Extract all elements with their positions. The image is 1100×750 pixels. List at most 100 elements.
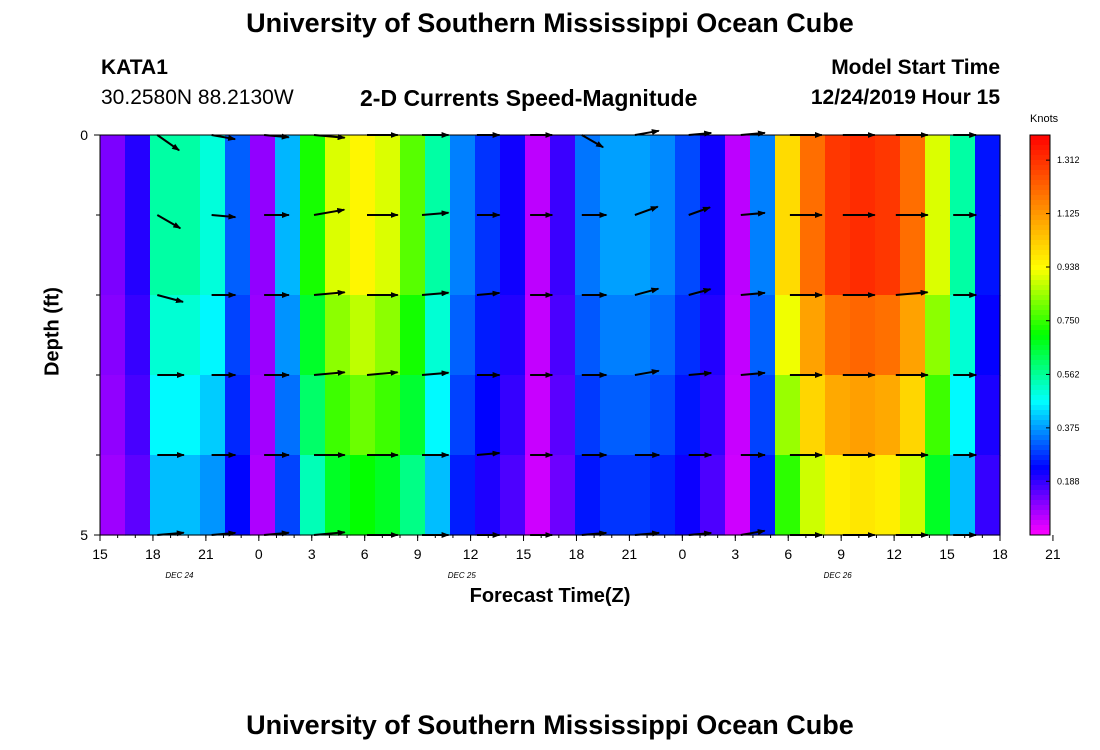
x-tick-label: 6	[361, 546, 369, 562]
heatmap-cell	[550, 215, 576, 296]
heatmap-cell	[850, 135, 876, 216]
colorbar-swatch	[1030, 495, 1050, 501]
heatmap-cell	[100, 295, 126, 376]
heatmap-cell	[150, 375, 176, 456]
heatmap-cell	[125, 295, 151, 376]
colorbar-swatch	[1030, 245, 1050, 251]
heatmap-cell	[525, 215, 551, 296]
heatmap-cell	[775, 375, 801, 456]
colorbar-swatch	[1030, 350, 1050, 356]
colorbar-swatch	[1030, 425, 1050, 431]
heatmap-cell	[375, 215, 401, 296]
heatmap-cell	[600, 215, 626, 296]
heatmap-cell	[500, 215, 526, 296]
heatmap-cell	[975, 295, 1001, 376]
current-vector-arrow	[634, 287, 660, 296]
heatmap-cell	[725, 135, 751, 216]
colorbar-swatch	[1030, 485, 1050, 491]
x-axis-title: Forecast Time(Z)	[469, 585, 631, 607]
heatmap-cell	[150, 135, 176, 216]
heatmap-cell	[900, 375, 926, 456]
heatmap-cell	[475, 295, 501, 376]
heatmap-cell	[425, 295, 451, 376]
heatmap-cell	[825, 135, 851, 216]
colorbar-swatch	[1030, 510, 1050, 516]
colorbar-swatch	[1030, 155, 1050, 161]
colorbar-tick-label: 0.562	[1057, 369, 1080, 379]
heatmap-cell	[200, 375, 226, 456]
current-vector-arrow	[740, 529, 766, 536]
heatmap-cell	[600, 135, 626, 216]
colorbar-swatch	[1030, 450, 1050, 456]
colorbar-swatch	[1030, 170, 1050, 176]
heatmap-cell	[675, 455, 701, 536]
colorbar-swatch	[1030, 290, 1050, 296]
colorbar-swatch	[1030, 465, 1050, 471]
heatmap-cell	[675, 375, 701, 456]
heatmap-cell	[175, 375, 201, 456]
current-vector-arrow	[421, 210, 450, 217]
heatmap-cell	[775, 295, 801, 376]
heatmap-cell	[675, 215, 701, 296]
colorbar-swatch	[1030, 325, 1050, 331]
current-vector-arrow	[581, 134, 604, 149]
colorbar-swatch	[1030, 400, 1050, 406]
colorbar-swatch	[1030, 440, 1050, 446]
heatmap-cell	[225, 215, 251, 296]
heatmap-cell	[700, 375, 726, 456]
colorbar-swatch	[1030, 270, 1050, 276]
heatmap-cell	[275, 375, 301, 456]
heatmap-cell	[450, 135, 476, 216]
heatmap-cell	[600, 455, 626, 536]
heatmap-cell	[800, 455, 826, 536]
colorbar-swatch	[1030, 500, 1050, 506]
heatmap-cell	[200, 295, 226, 376]
heatmap-cell	[900, 135, 926, 216]
heatmap-cell	[775, 135, 801, 216]
heatmap-cell	[625, 375, 651, 456]
heatmap-cell	[350, 455, 376, 536]
heatmap-cell	[550, 295, 576, 376]
heatmap-cell	[550, 375, 576, 456]
x-tick-label: 18	[145, 546, 161, 562]
heatmap-cell	[400, 215, 426, 296]
heatmap-cell	[675, 135, 701, 216]
current-vector-arrow	[156, 214, 182, 230]
heatmap-cell	[600, 375, 626, 456]
colorbar-swatch	[1030, 235, 1050, 241]
heatmap-cell	[500, 375, 526, 456]
heatmap-cell	[825, 295, 851, 376]
colorbar-swatch	[1030, 505, 1050, 511]
heatmap-cell	[300, 455, 326, 536]
colorbar-swatch	[1030, 140, 1050, 146]
heatmap-cell	[375, 375, 401, 456]
current-vector-arrow	[634, 205, 659, 216]
colorbar-swatch	[1030, 195, 1050, 201]
colorbar-swatch	[1030, 530, 1050, 536]
current-vector-arrow	[421, 290, 450, 297]
current-vector-arrow	[313, 369, 346, 376]
heatmap-cell	[975, 375, 1001, 456]
colorbar-swatch	[1030, 210, 1050, 216]
heatmap-cell	[400, 455, 426, 536]
colorbar-swatch	[1030, 435, 1050, 441]
x-tick-label: 12	[463, 546, 479, 562]
station-id: KATA1	[101, 56, 168, 79]
heatmap-cell	[100, 135, 126, 216]
colorbar-swatch	[1030, 525, 1050, 531]
heatmap-cell	[950, 295, 976, 376]
date-label: DEC 26	[824, 571, 853, 580]
current-vector-arrow	[688, 288, 712, 296]
colorbar-swatch	[1030, 335, 1050, 341]
heatmap-cell	[450, 375, 476, 456]
heatmap-cell	[875, 215, 901, 296]
x-tick-label: 18	[569, 546, 585, 562]
current-vector-arrow	[211, 213, 237, 220]
current-vector-arrow	[688, 370, 713, 377]
heatmap-cell	[450, 215, 476, 296]
heatmap-cell	[325, 375, 351, 456]
heatmap-cell	[250, 135, 276, 216]
heatmap-cell	[250, 375, 276, 456]
colorbar-swatch	[1030, 180, 1050, 186]
